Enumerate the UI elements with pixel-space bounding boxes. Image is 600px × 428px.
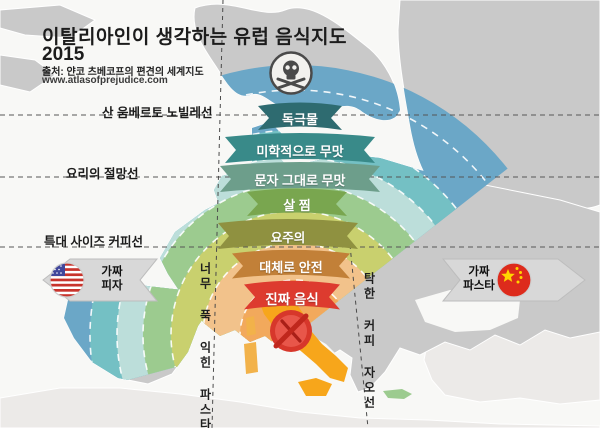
parallel-label-oversized-coffee-line: 특대 사이즈 커피선: [44, 235, 143, 249]
ribbon-caution: [218, 219, 358, 249]
map-title-year: 2015: [42, 44, 85, 65]
no-food-icon: [270, 310, 312, 352]
corsica-sardinia: [244, 316, 258, 374]
zone-label-literally-tasteless: 문자 그대로 무맛: [254, 173, 346, 188]
zone-label-poison: 독극물: [282, 112, 318, 127]
crete-island: [383, 389, 412, 399]
ribbon-poison: [258, 102, 342, 130]
source-credit: 출처: 얀코 츠베코프의 편견의 세계지도: [42, 67, 204, 78]
ribbon-literally-tasteless: [220, 162, 380, 192]
fake-pasta-label-line2: 파스타: [463, 280, 495, 292]
fake-pasta-arrow: [441, 258, 586, 302]
fake-pizza-label-line1: 가짜: [101, 266, 123, 278]
meridian-lines: [211, 0, 369, 428]
zone-ribbons: [218, 102, 380, 310]
skull-crossbones-icon: [269, 51, 313, 95]
zone-label-mostly-safe: 대체로 안전: [259, 260, 323, 275]
zone-label-weight-gain: 살 찜: [283, 198, 311, 213]
fake-pizza-arrow: [42, 258, 159, 302]
china-flag: [496, 262, 532, 298]
fake-pizza-label: 가짜 피자: [101, 265, 122, 293]
zone-label-real-food: 진짜 음식: [265, 292, 319, 307]
website-url: www.atlasofprejudice.com: [42, 75, 168, 86]
meridian-label-overcooked-pasta: 너무 푹 익힌 파스타 자오선: [198, 262, 212, 428]
ribbon-real-food: [244, 280, 340, 310]
parallel-label-culinary-despair-line: 요리의 절망선: [66, 167, 139, 181]
ribbon-weight-gain: [247, 188, 347, 216]
sicily-shape: [298, 378, 332, 396]
ribbon-aesthetically-tasteless: [225, 133, 375, 163]
ribbon-mostly-safe: [232, 249, 350, 279]
meridian-label-murky-coffee: 탁한 커피 자오선: [362, 272, 376, 411]
us-flag: [49, 262, 85, 298]
zone-label-aesthetically-tasteless: 미학적으로 무맛: [256, 144, 344, 159]
fake-pasta-label: 가짜 파스타: [463, 265, 495, 293]
parallel-label-nobile-line: 산 움베르토 노빌레선: [102, 106, 213, 120]
fake-pasta-label-line1: 가짜: [468, 266, 490, 278]
fake-pizza-label-line2: 피자: [101, 280, 123, 292]
zone-label-caution: 요주의: [270, 231, 306, 245]
map-title: 이탈리아인이 생각하는 유럽 음식지도: [42, 27, 348, 48]
